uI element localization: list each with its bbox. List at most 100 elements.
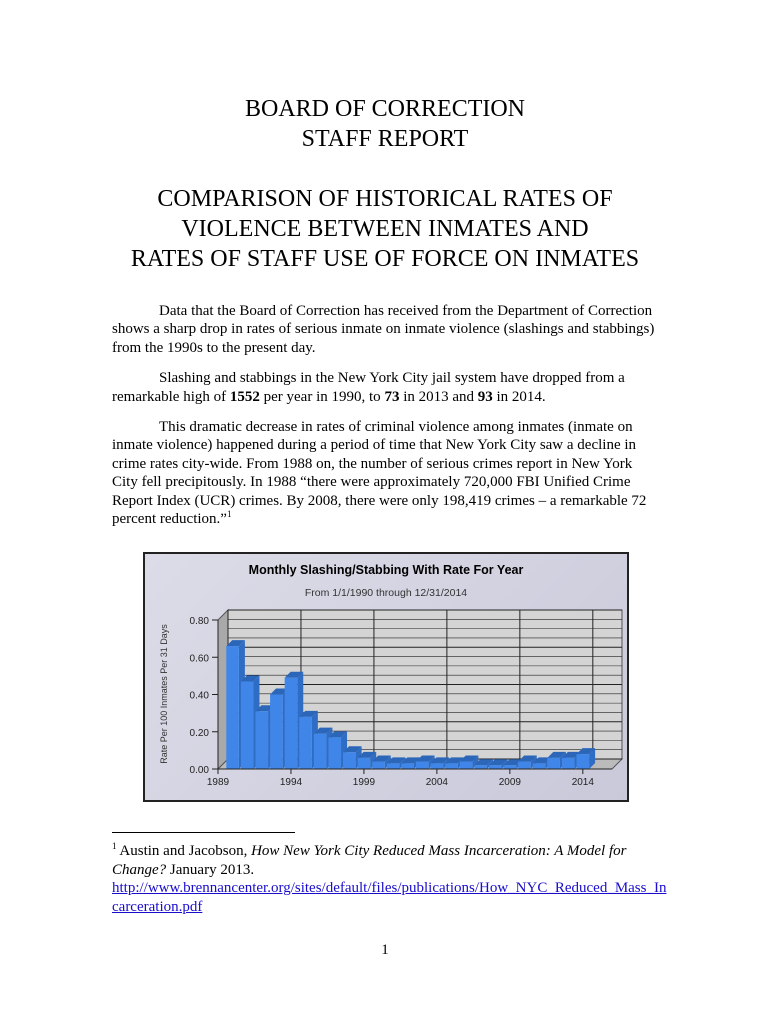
bar-top [343, 746, 362, 753]
y-tick-label: 0.80 [190, 616, 210, 627]
bar-top [503, 759, 523, 766]
bar-1992 [255, 711, 269, 769]
title-line: COMPARISON OF HISTORICAL RATES OF [157, 186, 613, 212]
page-number: 1 [381, 942, 389, 958]
bar-2004 [430, 763, 444, 769]
x-tick-label: 2014 [572, 777, 595, 788]
bar-top [240, 675, 260, 682]
bar-side [384, 755, 391, 769]
bar-1990 [226, 646, 239, 769]
bar-top [547, 751, 566, 758]
bar-1999 [357, 757, 371, 769]
paragraph: Slashing and stabbings in the New York C… [112, 369, 660, 406]
x-tick-label: 1989 [207, 777, 230, 788]
bar-2013 [561, 757, 575, 769]
footnote-number: 1 [112, 841, 117, 851]
bar-top [299, 710, 318, 717]
footnote: 1 Austin and Jacobson, How New York City… [112, 842, 672, 916]
y-tick-label: 0.40 [190, 691, 210, 702]
title-line: VIOLENCE BETWEEN INMATES AND [181, 216, 589, 242]
bar-1997 [328, 737, 342, 769]
text: in 2013 and [399, 388, 478, 405]
y-tick-label: 0.20 [190, 728, 210, 739]
footnote-authors: Austin and Jacobson, [116, 843, 252, 859]
footnote-title: How New York City Reduced Mass Incarcera… [112, 843, 627, 878]
bar-top [255, 705, 275, 712]
bar-2005 [445, 763, 458, 769]
bar-1994 [284, 677, 298, 769]
bar-top [386, 757, 406, 764]
x-tick-label: 2004 [426, 777, 449, 788]
y-tick-label: 0.60 [190, 653, 210, 664]
footnote-divider [112, 832, 295, 833]
bar-1991 [240, 681, 254, 769]
chart-svg: Monthly Slashing/Stabbing With Rate For … [159, 563, 624, 788]
chart-subtitle: From 1/1/1990 through 12/31/2014 [305, 587, 467, 599]
paragraph: Data that the Board of Correction has re… [112, 303, 655, 356]
bar-2012 [547, 757, 560, 769]
bar-top [430, 757, 450, 764]
bar-2000 [372, 761, 385, 769]
y-axis-label: Rate Per 100 Inmates Per 31 Days [159, 624, 169, 764]
bar-1998 [343, 752, 356, 769]
bar-top [532, 757, 552, 764]
text: per year in 1990, to [259, 388, 385, 405]
bold-number: 1552 [229, 388, 260, 405]
bar-1993 [270, 694, 283, 769]
bar-top [226, 640, 245, 647]
bar-2010 [518, 761, 531, 769]
bar-top [561, 751, 581, 758]
x-tick-label: 2009 [499, 777, 522, 788]
bar-top [372, 755, 391, 762]
bar-top [401, 757, 420, 764]
bar-side [370, 751, 377, 769]
bar-top [576, 748, 596, 755]
bar-side [530, 755, 537, 769]
footnote-ref[interactable]: 1 [226, 509, 232, 520]
bar-top [445, 757, 464, 764]
bar-top [459, 755, 479, 762]
text: This dramatic decrease in rates of crimi… [112, 419, 647, 528]
bold-number: 93 [477, 388, 493, 405]
report-header: BOARD OF CORRECTION STAFF REPORT [0, 94, 770, 154]
bar-top [518, 755, 537, 762]
footnote-link[interactable]: http://www.brennancenter.org/sites/defau… [112, 880, 667, 915]
bar-side [589, 748, 596, 769]
x-tick-label: 1999 [353, 777, 376, 788]
text: in 2014. [492, 388, 546, 405]
header-line: STAFF REPORT [301, 126, 469, 152]
paragraph: This dramatic decrease in rates of crimi… [112, 418, 660, 528]
bar-2001 [386, 763, 400, 769]
bar-side [472, 755, 479, 769]
bar-top [284, 671, 304, 678]
report-title: COMPARISON OF HISTORICAL RATES OF VIOLEN… [0, 184, 770, 274]
header-line: BOARD OF CORRECTION [244, 96, 526, 122]
bar-top [328, 731, 348, 738]
bar-top [416, 755, 435, 762]
bar-2014 [576, 754, 590, 769]
footnote-date: January 2013. [166, 861, 255, 878]
bar-chart: Monthly Slashing/Stabbing With Rate For … [143, 552, 629, 802]
bar-top [474, 759, 493, 766]
bar-side [486, 759, 493, 769]
bar-1996 [313, 733, 327, 769]
body-text: Data that the Board of Correction has re… [112, 302, 660, 540]
bar-2002 [401, 763, 414, 769]
bar-2011 [532, 763, 546, 769]
bar-2007 [474, 765, 487, 769]
bar-2008 [488, 765, 502, 769]
title-line: RATES OF STAFF USE OF FORCE ON INMATES [130, 246, 640, 272]
bar-top [270, 688, 289, 695]
bar-2009 [503, 765, 517, 769]
bar-1995 [299, 716, 312, 769]
chart-title: Monthly Slashing/Stabbing With Rate For … [249, 563, 524, 577]
bar-2006 [459, 761, 473, 769]
bar-top [488, 759, 508, 766]
x-tick-label: 1994 [280, 777, 303, 788]
bar-side [428, 755, 435, 769]
bar-top [313, 727, 333, 734]
bar-side [501, 759, 508, 769]
text: Slashing and stabbings in the New York C… [112, 370, 625, 405]
y-tick-label: 0.00 [190, 765, 210, 776]
bar-top [357, 751, 377, 758]
